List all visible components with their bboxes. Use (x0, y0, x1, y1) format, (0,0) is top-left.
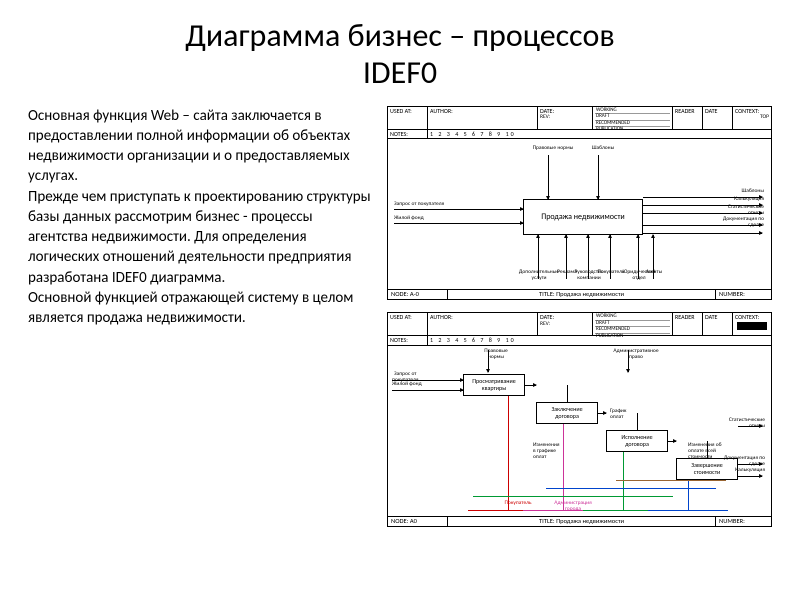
activity-box-1: Просматривание квартиры (463, 374, 525, 396)
activity-box-3: Исполнение договора (606, 430, 668, 452)
context-thumb (737, 322, 767, 330)
content-columns: Основная функция Web – сайта заключается… (28, 106, 772, 527)
idef0-decomposition-diagram: USED AT: AUTHOR: DATE: REV: WORKING DRAF… (387, 312, 772, 527)
hdr-rdate: DATE (703, 107, 733, 129)
page-title: Диаграмма бизнес – процессов IDEF0 (28, 18, 772, 92)
title-line-1: Диаграмма бизнес – процессов (185, 16, 615, 55)
hdr-reader: READER (673, 107, 703, 129)
hdr-author: AUTHOR: (428, 107, 538, 129)
frame-footer: NODE: A-0 TITLE: Продажа недвижимости NU… (388, 289, 771, 299)
diagrams-column: USED AT: AUTHOR: DATE: REV: WORKING DRAF… (387, 106, 772, 527)
slide: Диаграмма бизнес – процессов IDEF0 Основ… (0, 0, 800, 545)
body-text: Основная функция Web – сайта заключается… (28, 106, 373, 527)
hdr-context: CONTEXT: TOP (733, 107, 771, 129)
activity-box-2: Заключение договора (536, 402, 598, 424)
frame-notes-row: NOTES: 1 2 3 4 5 6 7 8 9 10 (388, 130, 771, 140)
idef0-context-diagram: USED AT: AUTHOR: DATE: REV: WORKING DRAF… (387, 106, 772, 301)
frame-header: USED AT: AUTHOR: DATE: REV: WORKING DRAF… (388, 107, 771, 130)
title-line-2: IDEF0 (363, 53, 437, 92)
diagram1-body: Продажа недвижимостиЗапрос от покупателя… (388, 139, 768, 289)
hdr-status: WORKING DRAFT RECOMMENDED PUBLICATION (593, 107, 673, 129)
context-activity-box: Продажа недвижимости (523, 199, 643, 235)
hdr-usedat: USED AT: (388, 107, 428, 129)
frame-header: USED AT: AUTHOR: DATE: REV: WORKING DRAF… (388, 313, 771, 336)
diagram2-body: Просматривание квартиры Заключение догово… (388, 346, 768, 516)
hdr-date: DATE: REV: (538, 107, 593, 129)
